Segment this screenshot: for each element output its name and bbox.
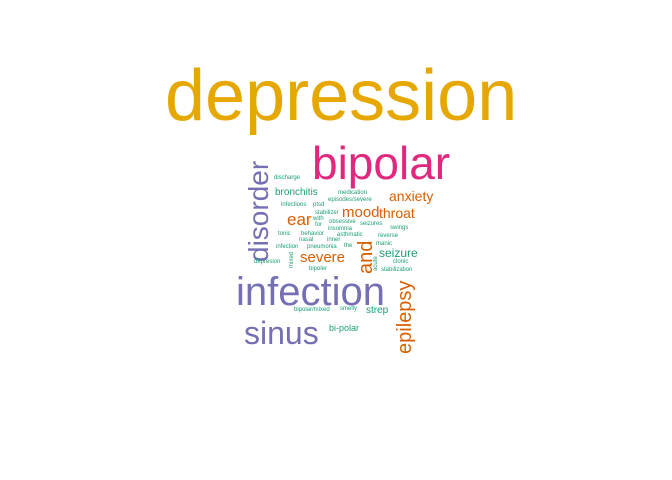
word-disorder: disorder	[243, 160, 274, 262]
word-smelly: smelly	[340, 306, 358, 312]
word-insomnia: insomnia	[328, 226, 353, 232]
word-ptsd: ptsd	[313, 202, 325, 208]
word-bipolar-mixed: bipolar/mixed	[294, 307, 330, 313]
word-manic: manic	[376, 241, 393, 247]
word-episodes-severe: episodes/severe	[328, 197, 372, 203]
word-nasal: nasal	[299, 237, 314, 243]
word-mixed: mixed	[289, 251, 295, 268]
word-infection: infection	[236, 270, 385, 314]
word-sinus: sinus	[244, 315, 319, 351]
word-stabilizer: stabilizer	[315, 210, 339, 216]
word-the: the	[344, 243, 353, 249]
word-anxiety: anxiety	[389, 188, 434, 204]
word-severe: severe	[300, 249, 346, 266]
word-seizures: seizures	[360, 221, 383, 227]
word-seizure: seizure	[379, 246, 418, 260]
word-tonic: tonic	[278, 231, 291, 237]
word-behavior: behavior	[301, 231, 325, 237]
word-mood: mood	[342, 204, 380, 221]
word-for: for	[315, 222, 323, 228]
word-throat: throat	[379, 205, 415, 221]
word-ear: ear	[287, 210, 312, 229]
word-bipolar: bipolar	[312, 137, 451, 189]
word-bi-polar: bi-polar	[329, 323, 360, 333]
word-pneumonia: pneumonia	[307, 244, 337, 250]
word-inner: inner	[327, 237, 341, 243]
word-depresion: depresion	[254, 259, 281, 265]
word-swings: swings	[390, 225, 409, 231]
word-acute: acute	[373, 256, 379, 271]
word-clonic: clonic	[393, 259, 409, 265]
word-with: with	[313, 216, 324, 222]
word-bronchitis: bronchitis	[275, 187, 318, 198]
word-infection-small: infection	[276, 244, 299, 250]
word-reverse: reverse	[378, 233, 399, 239]
word-strep: strep	[366, 305, 389, 316]
word-epilepsy: epilepsy	[394, 280, 416, 354]
word-obsessive: obsessive	[329, 219, 356, 225]
word-medication: medication	[338, 190, 368, 196]
word-discharge: discharge	[274, 175, 301, 181]
word-depression: depression	[165, 56, 518, 136]
word-stabilization: stabilization	[381, 267, 413, 273]
word-asthmatic: asthmatic	[337, 232, 363, 238]
word-infections: infections	[281, 202, 307, 208]
word-bipoler: bipoler	[309, 266, 328, 272]
